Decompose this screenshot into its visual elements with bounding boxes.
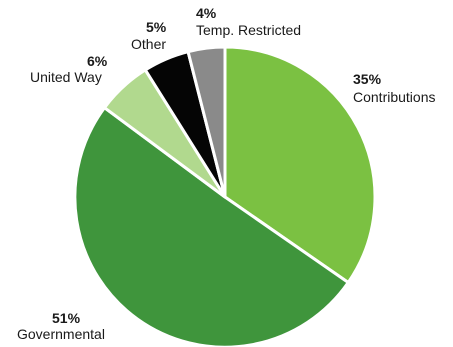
label-other: 5% Other	[131, 19, 167, 52]
slice-label-contributions: Contributions	[353, 89, 436, 105]
slice-label-temp-restricted: Temp. Restricted	[196, 22, 301, 38]
pct-label-united-way: 6%	[87, 53, 108, 69]
label-temp-restricted: 4% Temp. Restricted	[196, 5, 301, 38]
pct-label-governmental: 51%	[52, 310, 81, 326]
label-united-way: 6% United Way	[30, 53, 108, 85]
pct-label-other: 5%	[146, 19, 167, 35]
label-contributions: 35% Contributions	[353, 71, 436, 105]
pct-label-temp-restricted: 4%	[196, 5, 217, 21]
pie-slice-temp-restricted	[186, 45, 227, 199]
slice-label-united-way: United Way	[30, 69, 102, 85]
pct-label-contributions: 35%	[353, 71, 382, 87]
pie-slice-contributions	[223, 45, 377, 284]
slice-label-governmental: Governmental	[17, 326, 105, 342]
label-governmental: 51% Governmental	[17, 310, 105, 342]
pie-slice-governmental	[73, 106, 350, 347]
slice-label-other: Other	[131, 36, 166, 52]
pie-slices	[73, 45, 377, 347]
